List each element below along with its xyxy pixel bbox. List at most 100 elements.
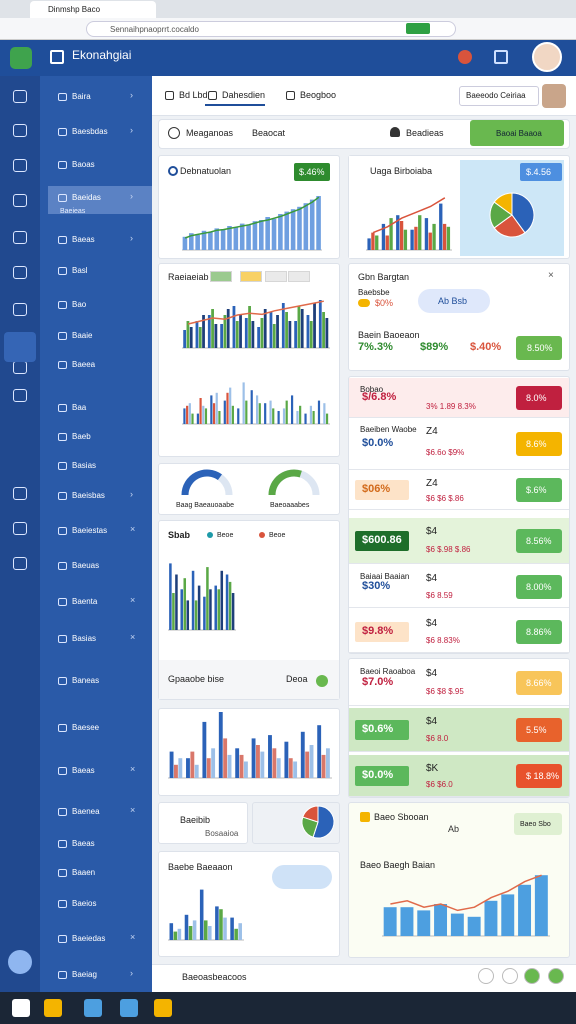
chip[interactable] — [240, 271, 262, 282]
sidebar-item[interactable]: Baeuas — [72, 561, 100, 570]
filter-button[interactable] — [470, 120, 564, 146]
tab-icon[interactable] — [208, 91, 217, 100]
chevron[interactable]: × — [130, 805, 136, 815]
sidebar-item[interactable]: Baeb — [72, 432, 91, 441]
chip[interactable] — [265, 271, 287, 282]
close[interactable]: × — [548, 270, 554, 281]
trend-tag[interactable] — [514, 813, 562, 835]
chevron[interactable]: × — [130, 764, 136, 774]
sidebar-item[interactable]: Baeiedas — [72, 934, 106, 943]
sidebar-item[interactable]: Baaen — [72, 868, 96, 877]
chevron[interactable]: × — [130, 632, 136, 642]
nav-tab[interactable]: Bd Lbd — [179, 90, 208, 100]
row-value: $0.6% — [362, 723, 394, 735]
nav-tab[interactable]: Beogboo — [300, 90, 337, 100]
sidebar-item[interactable]: Baeisbas — [72, 491, 105, 500]
sidebar-item[interactable]: Baeiag — [72, 970, 97, 979]
sidebar-item[interactable]: Baeiestas — [72, 526, 108, 535]
taskbar-icon[interactable] — [154, 999, 172, 1017]
rail-icon[interactable] — [13, 487, 27, 500]
taskbar-icon[interactable] — [84, 999, 102, 1017]
tab-icon[interactable] — [165, 91, 174, 100]
rail-icon[interactable] — [13, 557, 27, 570]
rail-icon[interactable] — [13, 361, 27, 374]
rail-icon[interactable] — [13, 389, 27, 402]
footer-icon[interactable] — [502, 968, 518, 984]
taskbar-icon[interactable] — [12, 999, 30, 1017]
nav-tab[interactable]: Dahesdien — [222, 90, 266, 100]
avatar[interactable] — [532, 42, 562, 72]
rail-icon[interactable] — [13, 90, 27, 103]
sidebar-item[interactable]: Bao — [72, 300, 87, 309]
tab-icon[interactable] — [286, 91, 295, 100]
footer-icon[interactable] — [524, 968, 540, 984]
rail-icon[interactable] — [13, 124, 27, 137]
rail-icon[interactable] — [13, 266, 27, 279]
settings-icon[interactable] — [494, 50, 508, 64]
sidebar-item[interactable]: Baeas — [72, 839, 95, 848]
footer-icon[interactable] — [316, 675, 328, 687]
sidebar-item[interactable]: Baenta — [72, 597, 98, 606]
sidebar-item[interactable]: Basias — [72, 634, 97, 643]
sidebar-item[interactable]: Baeas — [72, 766, 95, 775]
sidebar-item[interactable]: Baneas — [72, 676, 100, 685]
filter-button-label[interactable]: Baoai Baaoa — [496, 129, 542, 138]
sidebar-item[interactable]: Baoas — [72, 160, 95, 169]
sidebar-item[interactable]: Baenea — [72, 807, 100, 816]
taskbar-icon[interactable] — [120, 999, 138, 1017]
sidebar-item[interactable]: Baesee — [72, 723, 100, 732]
chip[interactable] — [288, 271, 310, 282]
sidebar-item[interactable]: Baesbdas — [72, 127, 108, 136]
sidebar-icon — [58, 93, 67, 101]
footer-icon[interactable] — [478, 968, 494, 984]
sidebar-item[interactable]: Basias — [72, 461, 97, 470]
tab-title[interactable]: Dinmshp Baco — [48, 5, 101, 14]
search-label[interactable]: Meaganoas — [186, 128, 234, 138]
taskbar-icon[interactable] — [44, 999, 62, 1017]
chevron[interactable]: × — [130, 595, 136, 605]
top-button-label[interactable]: Baeeodo Ceiriaa — [466, 91, 526, 100]
card-title: Baeibib — [180, 815, 211, 825]
sidebar-item[interactable]: Basl — [72, 266, 88, 275]
chip[interactable] — [210, 271, 232, 282]
sidebar-item[interactable]: Baeios — [72, 899, 97, 908]
url-field[interactable] — [86, 21, 456, 37]
footer-icon[interactable] — [548, 968, 564, 984]
rail-icon[interactable] — [13, 522, 27, 535]
sidebar-sub: Baeieas — [60, 208, 86, 215]
chevron[interactable]: › — [130, 968, 133, 978]
chevron[interactable]: › — [130, 191, 133, 201]
row-sub: $6 $.98 $.86 — [426, 545, 471, 554]
help-icon[interactable] — [8, 950, 32, 974]
chevron[interactable]: › — [130, 125, 133, 135]
extension-icon[interactable] — [406, 23, 430, 34]
pill[interactable] — [418, 289, 490, 313]
sidebar-item[interactable]: Baeas — [72, 235, 95, 244]
url[interactable]: Sennaihpnaoprrt.cocaldo — [110, 25, 199, 34]
top-button[interactable] — [459, 86, 539, 106]
sidebar-item[interactable]: Baeea — [72, 360, 96, 369]
trend-tag-label[interactable]: Baeo Sbo — [520, 821, 551, 828]
chevron[interactable]: × — [130, 524, 136, 534]
sidebar-icon — [58, 724, 67, 732]
sidebar-item[interactable]: Baira — [72, 92, 91, 101]
value-box — [355, 621, 409, 642]
notification-icon[interactable] — [458, 50, 472, 64]
dropdown[interactable]: Beadieas — [406, 128, 444, 138]
card-icon — [168, 166, 178, 176]
chevron[interactable]: × — [130, 932, 136, 942]
sidebar-item[interactable]: Baa — [72, 403, 87, 412]
rail-icon[interactable] — [13, 159, 27, 172]
pill-label[interactable]: Ab Bsb — [438, 296, 468, 306]
rail-icon[interactable] — [13, 303, 27, 316]
tab[interactable] — [30, 1, 156, 18]
rail-icon[interactable] — [13, 231, 27, 244]
sidebar-item[interactable]: Baaie — [72, 331, 93, 340]
rail-icon[interactable] — [13, 194, 27, 207]
chevron[interactable]: › — [130, 233, 133, 243]
chevron[interactable]: › — [130, 90, 133, 100]
footer-text: Baeoasbeacoos — [182, 972, 247, 982]
chevron[interactable]: › — [130, 489, 133, 499]
sidebar-item[interactable]: Baeidas — [72, 193, 101, 202]
